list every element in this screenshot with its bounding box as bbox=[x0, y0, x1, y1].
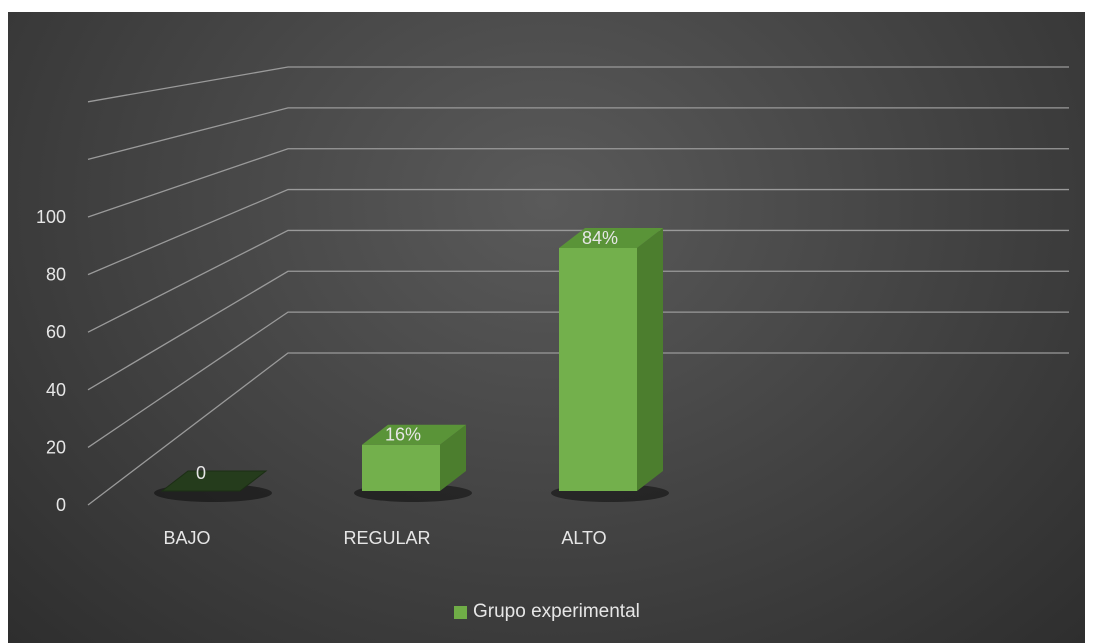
bar-top bbox=[362, 424, 466, 445]
y-tick-label: 0 bbox=[56, 495, 66, 515]
gridline bbox=[87, 270, 1069, 391]
gridline bbox=[87, 66, 1069, 103]
y-tick-label: 100 bbox=[36, 207, 66, 227]
gridline bbox=[87, 352, 1069, 506]
data-labels: 0 16% 84% bbox=[196, 228, 618, 483]
bar-chart: 0 20 40 60 80 100 0 16% 84% BAJO REGULAR ALTO bbox=[36, 66, 1069, 548]
bar-front bbox=[559, 248, 637, 491]
legend-label: Grupo experimental bbox=[473, 601, 640, 622]
y-axis-ticks: 0 20 40 60 80 100 bbox=[36, 207, 66, 515]
gridline bbox=[87, 229, 1069, 333]
data-label: 84% bbox=[582, 228, 618, 248]
legend-swatch bbox=[454, 605, 467, 619]
x-axis-categories: BAJO REGULAR ALTO bbox=[163, 528, 606, 548]
category-label: ALTO bbox=[561, 528, 606, 548]
category-label: REGULAR bbox=[343, 528, 430, 548]
bar-alto bbox=[559, 228, 663, 491]
bar-front bbox=[362, 444, 440, 491]
category-label: BAJO bbox=[163, 528, 210, 548]
y-tick-label: 40 bbox=[46, 380, 66, 400]
y-tick-label: 20 bbox=[46, 437, 66, 457]
y-tick-label: 80 bbox=[46, 265, 66, 285]
y-tick-label: 60 bbox=[46, 322, 66, 342]
gridline bbox=[87, 148, 1069, 218]
bar-top bbox=[559, 228, 663, 248]
gridline bbox=[87, 107, 1069, 161]
bars bbox=[154, 228, 669, 502]
chart-area: 0 20 40 60 80 100 0 16% 84% BAJO REGULAR ALTO Gru… bbox=[8, 12, 1085, 643]
gridline bbox=[87, 188, 1069, 276]
legend: Grupo experimental bbox=[454, 600, 640, 624]
bar-side bbox=[637, 228, 663, 491]
data-label: 16% bbox=[385, 425, 421, 445]
bar-bajo bbox=[160, 470, 268, 492]
bar-regular bbox=[362, 424, 466, 491]
gridline bbox=[87, 311, 1069, 448]
data-label: 0 bbox=[196, 463, 206, 483]
bar-side bbox=[440, 424, 466, 491]
gridlines bbox=[87, 66, 1069, 506]
